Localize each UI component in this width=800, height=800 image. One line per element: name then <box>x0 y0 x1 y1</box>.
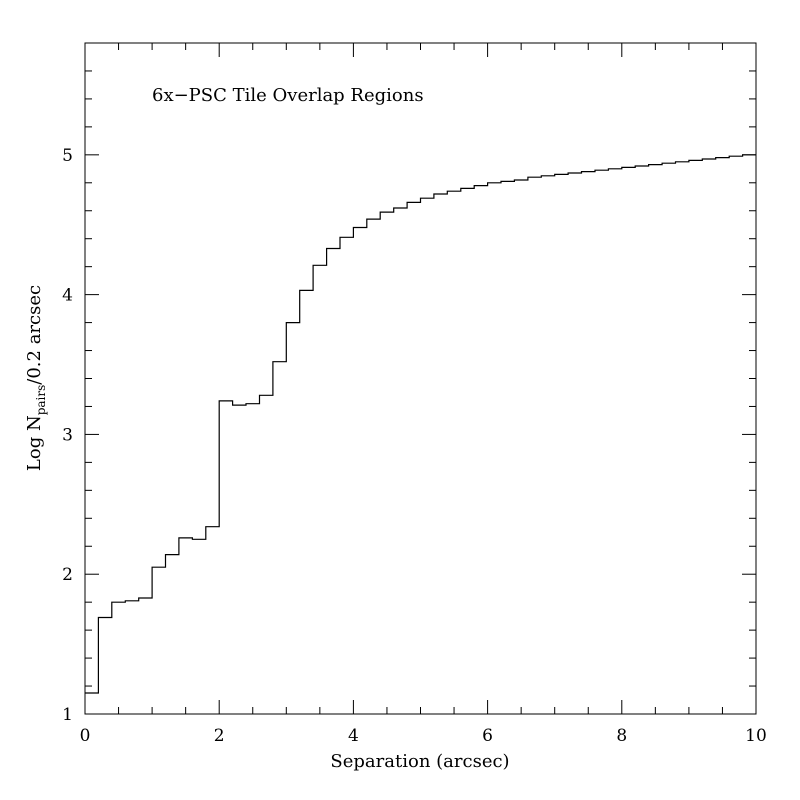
y-axis-label: Log Npairs/0.2 arcsec <box>24 285 48 471</box>
y-tick-label: 2 <box>62 565 73 585</box>
axis-ticks <box>84 42 757 715</box>
y-axis-label-suffix: /0.2 arcsec <box>24 285 45 385</box>
y-axis-label-prefix: Log N <box>24 415 45 471</box>
x-tick-label: 6 <box>482 726 493 746</box>
y-axis-label-subscript: pairs <box>34 385 48 416</box>
x-tick-label: 2 <box>214 726 225 746</box>
plot-frame <box>84 42 757 715</box>
y-tick-label: 3 <box>62 425 73 445</box>
y-tick-label: 5 <box>62 146 73 166</box>
x-tick-label: 10 <box>745 726 767 746</box>
x-tick-label: 0 <box>80 726 91 746</box>
x-tick-label: 4 <box>348 726 359 746</box>
histogram-step-line <box>85 154 756 694</box>
chart-annotation: 6x−PSC Tile Overlap Regions <box>152 85 424 106</box>
y-tick-label: 1 <box>62 705 73 725</box>
y-tick-label: 4 <box>62 286 73 306</box>
x-tick-label: 8 <box>616 726 627 746</box>
x-axis-label: Separation (arcsec) <box>330 751 509 772</box>
